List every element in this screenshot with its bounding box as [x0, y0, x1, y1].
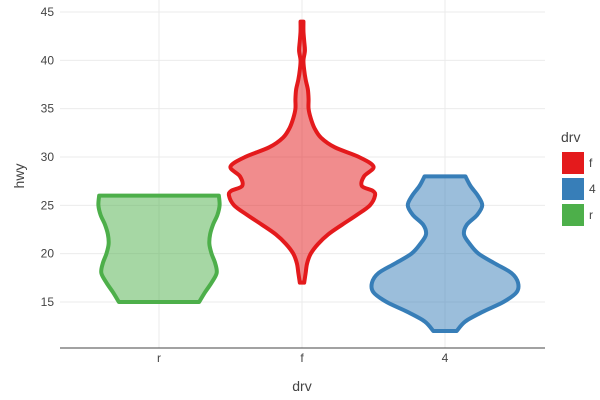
violin-4[interactable]: [369, 174, 521, 333]
y-axis-title: hwy: [11, 164, 27, 189]
y-tick-label: 15: [41, 295, 55, 309]
y-tick-label: 45: [41, 5, 55, 19]
legend: drv f 4 r: [561, 129, 596, 226]
y-tick-label: 30: [41, 150, 55, 164]
legend-label-4: 4: [589, 182, 596, 196]
x-tick-label: r: [157, 351, 161, 365]
x-tick-label: 4: [442, 351, 449, 365]
legend-swatch-4[interactable]: [562, 178, 584, 200]
violin-r[interactable]: [96, 193, 222, 304]
x-axis-title: drv: [292, 378, 311, 394]
legend-swatch-f[interactable]: [562, 152, 584, 174]
y-tick-label: 35: [41, 102, 55, 116]
legend-title: drv: [561, 129, 580, 145]
violin-layer: [96, 19, 521, 333]
legend-swatch-r[interactable]: [562, 204, 584, 226]
x-tick-label: f: [300, 351, 304, 365]
legend-label-f: f: [589, 156, 593, 170]
y-tick-label: 25: [41, 198, 55, 212]
legend-label-r: r: [589, 208, 593, 222]
y-tick-label: 20: [41, 247, 55, 261]
violin-f[interactable]: [226, 19, 378, 285]
tick-layer: 15 20 25 30 35 40 45 r f 4: [41, 5, 449, 365]
y-tick-label: 40: [41, 53, 55, 67]
